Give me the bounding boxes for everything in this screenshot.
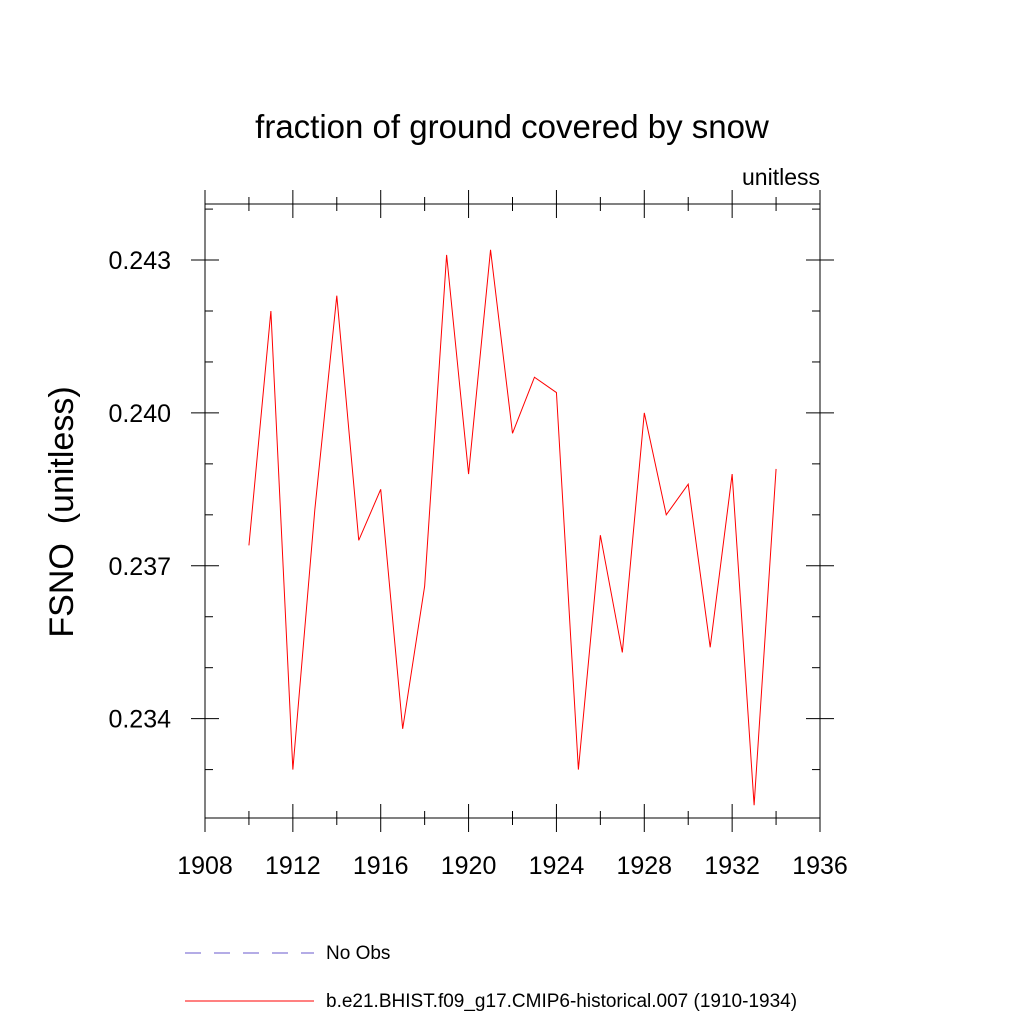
x-axis: 1908 1912 1916 1920 1924 1928 1932 1936 xyxy=(177,190,848,880)
series-layer xyxy=(248,249,777,806)
y-tick-label: 0.237 xyxy=(108,553,171,581)
x-tick-label: 1920 xyxy=(441,852,497,880)
x-tick-label: 1932 xyxy=(704,852,760,880)
legend: No Obs b.e21.BHIST.f09_g17.CMIP6-histori… xyxy=(185,943,797,1012)
chart-title: fraction of ground covered by snow xyxy=(255,108,769,145)
x-tick-label: 1924 xyxy=(529,852,585,880)
y-axis-label: FSNO (unitless) xyxy=(43,386,81,637)
legend-label-no-obs: No Obs xyxy=(326,943,390,964)
y-axis: 0.234 0.237 0.240 0.243 xyxy=(108,208,834,771)
y-tick-label: 0.240 xyxy=(108,400,171,428)
x-tick-label: 1912 xyxy=(265,852,321,880)
x-tick-label: 1936 xyxy=(792,852,848,880)
x-tick-label: 1908 xyxy=(177,852,233,880)
y-tick-label: 0.234 xyxy=(108,706,171,734)
x-tick-label: 1916 xyxy=(353,852,409,880)
x-tick-label: 1928 xyxy=(616,852,672,880)
legend-label-model: b.e21.BHIST.f09_g17.CMIP6-historical.007… xyxy=(326,991,797,1012)
y-tick-label: 0.243 xyxy=(108,247,171,275)
units-label: unitless xyxy=(742,164,820,190)
series-line-0 xyxy=(248,249,777,806)
